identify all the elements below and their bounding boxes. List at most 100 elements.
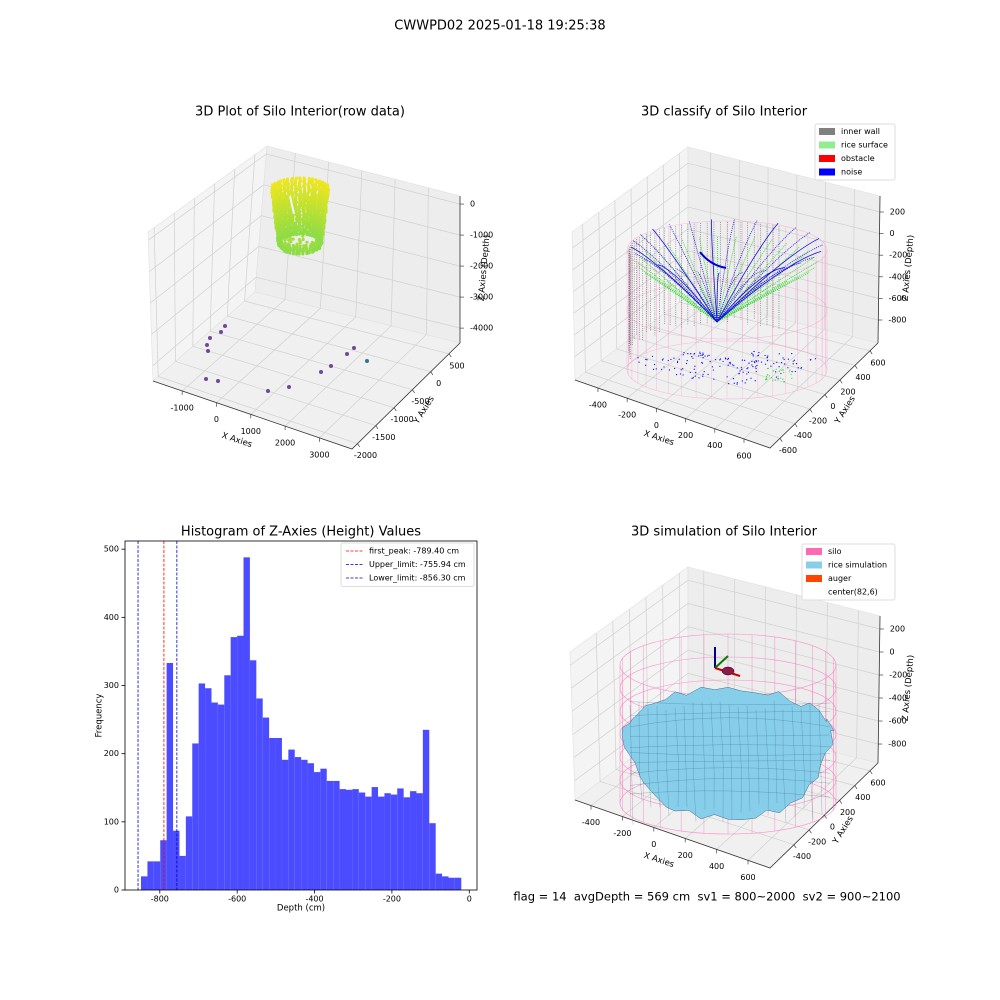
noise	[747, 367, 749, 369]
noise	[716, 250, 822, 323]
grid-line	[614, 200, 811, 410]
bar	[205, 688, 212, 890]
bar	[345, 789, 353, 890]
rice-mesh	[791, 706, 796, 817]
raw-point	[310, 250, 314, 254]
noise	[639, 234, 718, 323]
z-tick-label: 200	[890, 624, 905, 633]
rice-surface	[716, 280, 788, 323]
raw-point	[305, 240, 309, 244]
rice-mesh	[647, 707, 652, 808]
noise	[776, 361, 778, 363]
raw-point	[283, 238, 287, 242]
grid-line	[148, 153, 461, 241]
chart-title: 3D Plot of Silo Interior(row data)	[195, 105, 405, 120]
grid-line	[595, 633, 795, 846]
noise	[752, 355, 754, 357]
z-tick-label: 200	[890, 207, 905, 216]
rice-surface	[681, 239, 718, 323]
noise	[702, 353, 704, 356]
noise	[668, 224, 718, 323]
y-tick-label: 0	[114, 886, 119, 895]
y-tick-label: -200	[809, 417, 827, 426]
legend-box	[801, 543, 896, 601]
y-tick-label: -1500	[372, 433, 395, 442]
legend-label: center(82,6)	[828, 588, 878, 597]
z-tick-label: 0	[890, 648, 895, 657]
noise	[741, 368, 743, 370]
bar	[403, 797, 411, 890]
noise	[746, 367, 748, 370]
x-tick-label: -200	[383, 895, 401, 904]
grid-line	[209, 183, 413, 391]
x-tick-label: 0	[467, 895, 472, 904]
noise	[700, 354, 702, 356]
z-tick-label: -3000	[470, 293, 493, 302]
tick-mark	[375, 425, 379, 430]
noise	[778, 353, 780, 355]
noise	[707, 355, 709, 357]
z-tick-label: 0	[889, 229, 894, 238]
noise	[744, 382, 746, 384]
raw-point	[223, 324, 227, 328]
bar	[365, 796, 372, 890]
x-tick-label: 0	[214, 415, 219, 424]
grid-line	[250, 170, 363, 415]
legend-swatch	[819, 128, 835, 135]
rice-mesh	[701, 701, 706, 810]
noise	[711, 366, 713, 368]
grid-line	[582, 224, 781, 439]
raw-point	[289, 195, 295, 215]
bar	[416, 793, 423, 890]
tick-mark	[393, 407, 397, 412]
noise	[733, 382, 735, 384]
noise	[746, 379, 748, 381]
noise	[814, 358, 817, 360]
noise	[773, 362, 775, 365]
noise	[716, 272, 720, 323]
rice-mesh	[773, 700, 778, 804]
rice-mesh	[683, 706, 688, 808]
raw-point	[319, 240, 323, 245]
raw-point	[313, 235, 317, 239]
rice-surface	[636, 261, 718, 323]
raw-point	[365, 359, 369, 363]
grid-line	[630, 188, 826, 395]
noise	[767, 355, 769, 357]
noise	[800, 367, 803, 369]
legend-label: first_peak: -789.40 cm	[369, 547, 459, 556]
noise	[809, 359, 811, 361]
noise	[676, 361, 679, 364]
raw-point	[219, 330, 223, 334]
raw-point	[297, 232, 301, 236]
noise	[752, 353, 754, 355]
noise	[791, 353, 793, 355]
grid-line	[685, 174, 798, 419]
noise	[751, 360, 753, 362]
noise	[653, 363, 656, 366]
z-tick-label: -400	[889, 272, 907, 281]
noise	[755, 367, 757, 370]
bar	[179, 855, 186, 890]
raw-point	[352, 346, 356, 350]
noise	[778, 366, 780, 368]
noise	[655, 368, 657, 370]
tick-mark	[854, 785, 858, 790]
rice-surface	[716, 276, 801, 323]
noise	[674, 367, 676, 370]
rice-surface	[778, 370, 781, 372]
bar	[269, 737, 276, 890]
grid-line	[570, 603, 880, 689]
y-tick-label: -600	[779, 446, 797, 455]
grid-line	[226, 169, 431, 373]
raw-point	[280, 236, 285, 240]
noise	[692, 357, 694, 359]
bar	[442, 876, 449, 890]
grid-line	[573, 673, 879, 758]
noise	[792, 363, 794, 365]
noise	[703, 371, 705, 373]
noise	[755, 366, 757, 368]
bar	[166, 663, 174, 890]
noise	[731, 364, 734, 366]
grid-line	[319, 187, 429, 439]
